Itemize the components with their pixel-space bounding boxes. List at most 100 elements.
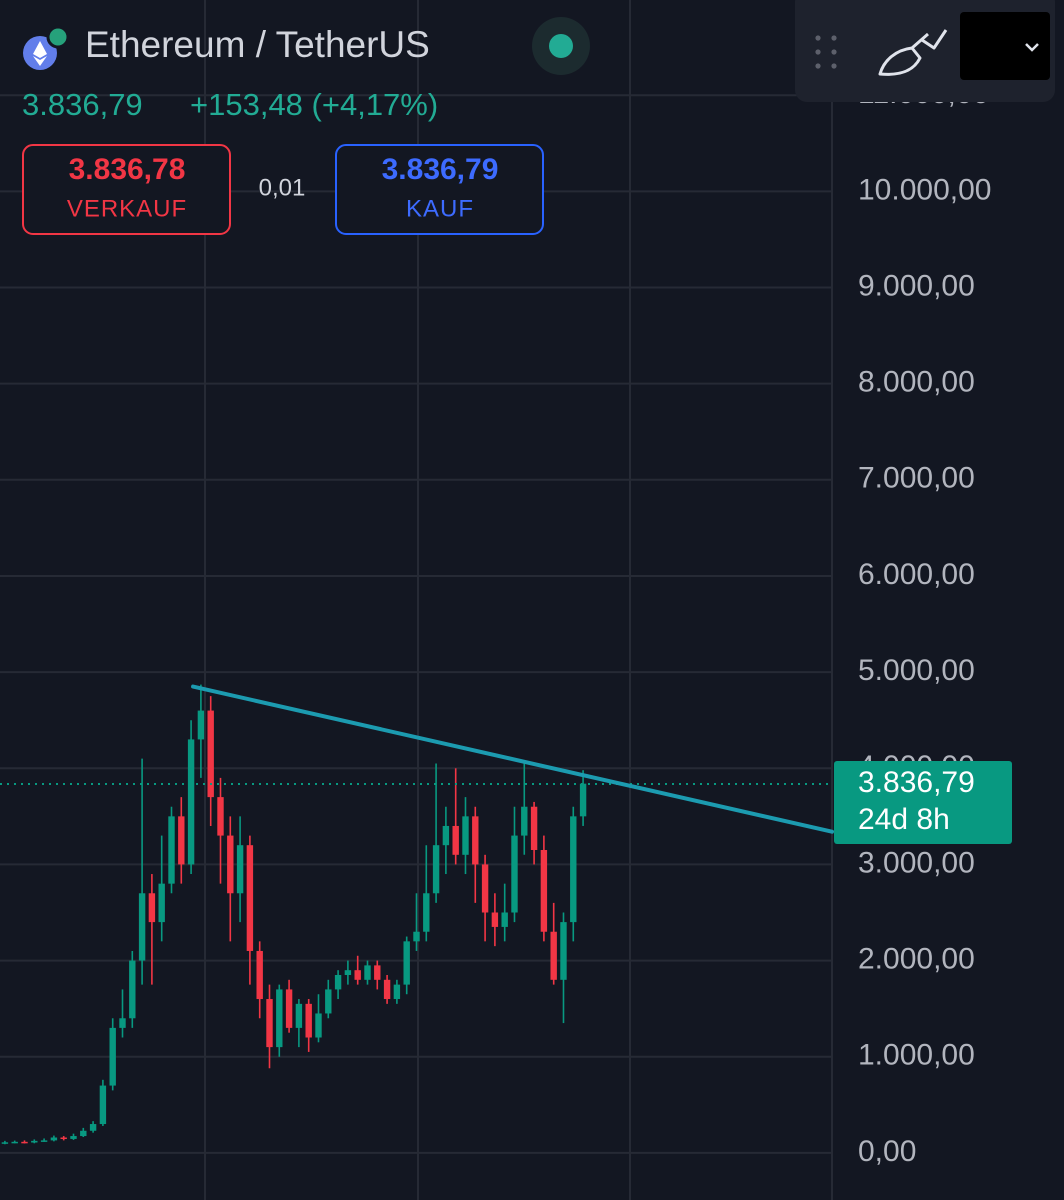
candle-body: [60, 1137, 67, 1139]
drag-handle-dot: [831, 49, 837, 55]
candles: [1, 684, 587, 1145]
candle-body: [530, 806, 538, 850]
candle-body: [285, 989, 293, 1028]
price-change: +153,48 (+4,17%): [190, 87, 438, 122]
candle-body: [50, 1137, 58, 1141]
candle-body: [207, 710, 214, 798]
candle-body: [109, 1027, 116, 1086]
drawing-toolbar: [795, 0, 1055, 102]
candle-body: [354, 970, 361, 980]
candle-body: [393, 984, 401, 1000]
candle-body: [295, 1003, 303, 1028]
brush-icon[interactable]: [878, 29, 948, 76]
candle-body: [70, 1136, 77, 1139]
candle-body: [452, 825, 459, 855]
last-price-label: 3.836,79: [858, 766, 975, 799]
y-tick-label: 9.000,00: [858, 269, 975, 302]
candle-body: [423, 893, 430, 932]
buy-label: KAUF: [406, 195, 474, 222]
candle-body: [403, 941, 410, 985]
candle-body: [383, 979, 391, 1000]
y-tick-label: 0,00: [858, 1135, 916, 1168]
candle-body: [178, 816, 185, 865]
market-open-dot: [549, 34, 573, 58]
y-tick-label: 6.000,00: [858, 558, 975, 591]
chevron: [1025, 43, 1039, 52]
y-tick-label: 10.000,00: [858, 173, 991, 206]
candle-body: [99, 1085, 107, 1125]
candle-body: [472, 816, 479, 865]
drag-handle-dot: [815, 63, 821, 69]
candle-body: [266, 999, 273, 1048]
candle-body: [305, 1003, 312, 1038]
candle-body: [21, 1141, 28, 1144]
candle-body: [540, 850, 548, 932]
eth-glyph: [33, 41, 47, 66]
candle-body: [315, 1013, 322, 1038]
tool-select[interactable]: [960, 12, 1050, 80]
candle-body: [119, 1018, 126, 1028]
candle-body: [413, 931, 420, 942]
y-tick-label: 5.000,00: [858, 654, 975, 687]
candle-body: [256, 950, 263, 1000]
drag-handle-dot: [815, 49, 821, 55]
candle-body: [276, 989, 283, 1048]
candle-body: [325, 989, 332, 1014]
candle-body: [570, 816, 577, 923]
buy-button[interactable]: [335, 144, 544, 235]
y-tick-label: 2.000,00: [858, 942, 975, 975]
overlay: [0, 684, 834, 834]
candle-body: [334, 975, 342, 990]
candle-body: [579, 783, 587, 817]
candle-body: [246, 845, 254, 951]
price-axis: 0,001.000,002.000,003.000,004.000,005.00…: [834, 77, 1012, 1168]
candle-body: [550, 931, 557, 980]
candle-body: [197, 710, 205, 740]
candle-body: [187, 739, 195, 865]
y-tick-label: 8.000,00: [858, 366, 975, 399]
candle-body: [560, 922, 567, 980]
candle-body: [491, 912, 499, 927]
candle-body: [1, 1142, 9, 1144]
candle-body: [148, 893, 156, 923]
candle-body: [168, 816, 175, 884]
countdown-label: 24d 8h: [858, 803, 950, 836]
trend-line: [191, 684, 834, 834]
candle-body: [40, 1140, 48, 1142]
candle-body: [31, 1140, 38, 1143]
candle-body: [80, 1130, 87, 1137]
candle-body: [432, 845, 440, 894]
candle-body: [344, 970, 352, 975]
candle-body: [129, 960, 136, 1019]
candle-body: [442, 825, 450, 846]
candle-body: [217, 797, 224, 836]
y-tick-label: 7.000,00: [858, 462, 975, 495]
candle-body: [511, 835, 518, 913]
sell-label: VERKAUF: [67, 195, 187, 222]
candle-body: [521, 806, 528, 836]
candle-body: [11, 1141, 18, 1144]
last-price-tag: [834, 760, 1012, 844]
y-tick-label: 3.000,00: [858, 846, 975, 879]
spread: 0,01: [259, 174, 306, 201]
symbol-title: Ethereum / TetherUS: [85, 24, 430, 65]
candle-body: [481, 864, 489, 913]
y-tick-label: 1.000,00: [858, 1039, 975, 1072]
header: Ethereum / TetherUS 3.836,79 +153,48 (+4…: [22, 17, 590, 235]
candle-body: [89, 1124, 97, 1131]
sell-price: 3.836,78: [69, 153, 186, 186]
drag-handle-dot: [831, 35, 837, 41]
usdt-icon: [46, 25, 70, 49]
buy-price: 3.836,79: [382, 153, 499, 186]
candle-body: [227, 835, 234, 894]
sell-button[interactable]: [22, 144, 231, 235]
candle-body: [364, 965, 371, 980]
candle-body: [501, 912, 508, 927]
candle-body: [138, 893, 146, 961]
candle-body: [236, 845, 244, 894]
candle-body: [158, 883, 165, 923]
candle-body: [462, 816, 469, 855]
candle-body: [374, 965, 381, 980]
